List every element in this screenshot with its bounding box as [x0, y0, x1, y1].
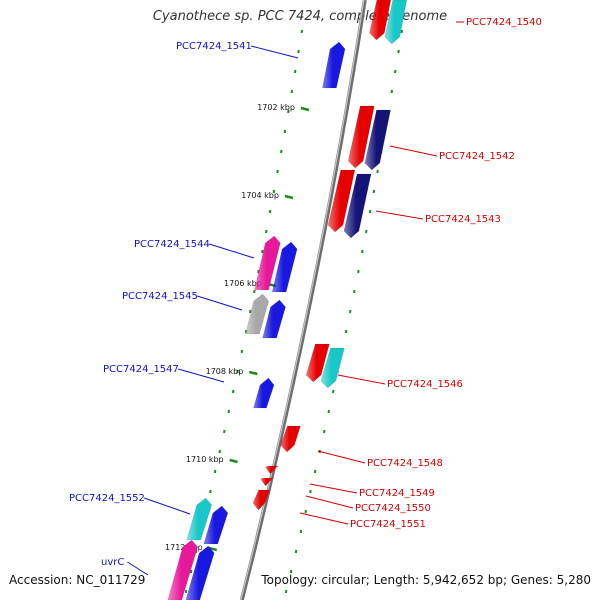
gene-pcc7424-1540: [369, 0, 392, 41]
gene-pcc7424-1541: [322, 41, 346, 89]
genome-backbone: [239, 0, 367, 600]
gene-pcc7424-1552-blue: [203, 505, 229, 545]
gene-pcc7424-1549: [265, 465, 279, 475]
gene-pcc7424-1542: [347, 105, 375, 169]
gene-pcc7424-1543: [327, 169, 356, 233]
gene-pcc7424-1548: [280, 425, 301, 453]
gene-pcc7424-1546-cyan: [320, 347, 345, 389]
gene-pcc7424-1545: [245, 293, 270, 335]
gene-label-pcc7424-1549: PCC7424_1549: [359, 488, 435, 499]
gene-uvrc-blue: [185, 545, 215, 600]
gene-leader-line: [389, 145, 438, 157]
gene-leader-line: [299, 512, 349, 525]
scale-tick: [284, 194, 294, 200]
gene-label-pcc7424-1551: PCC7424_1551: [350, 519, 426, 530]
scale-tick-label: 1710 kbp: [186, 455, 224, 464]
gene-label-pcc7424-1547: PCC7424_1547: [103, 364, 179, 375]
gene-pcc7424-1550: [260, 477, 274, 487]
gene-pcc7424-1552: [186, 497, 213, 541]
gene-leader-line: [317, 450, 366, 464]
gene-leader-line: [251, 45, 299, 59]
gene-leader-line: [375, 210, 424, 220]
gene-leader-line: [144, 497, 191, 515]
gene-label-pcc7424-1552: PCC7424_1552: [69, 493, 145, 504]
gene-pcc7424-1546: [305, 343, 330, 383]
gene-pcc7424-1542-navy: [364, 109, 391, 171]
topology-text: Topology: circular; Length: 5,942,652 bp…: [261, 573, 591, 587]
scale-tick: [249, 370, 258, 376]
gene-uvrc: [167, 539, 198, 600]
scale-tick-label: 1704 kbp: [241, 191, 279, 200]
gene-pcc7424-1540-cyan: [384, 0, 408, 45]
gene-label-pcc7424-1544: PCC7424_1544: [134, 239, 210, 250]
gene-pcc7424-1545-blue: [262, 299, 286, 339]
gene-pcc7424-1547: [253, 377, 275, 409]
gene-leader-line: [305, 495, 354, 509]
gene-leader-line: [209, 243, 255, 259]
gene-label-uvrc: uvrC: [101, 557, 124, 568]
accession-text: Accession: NC_011729: [9, 573, 146, 587]
gene-label-pcc7424-1540: PCC7424_1540: [466, 17, 542, 28]
gene-pcc7424-1544-blue: [271, 241, 298, 293]
gene-leader-line: [127, 561, 149, 576]
gene-label-pcc7424-1545: PCC7424_1545: [122, 291, 198, 302]
scale-tick: [229, 458, 238, 464]
gene-pcc7424-1544: [254, 235, 281, 291]
scale-tick-label: 1706 kbp: [224, 279, 262, 288]
scale-tick-label: 1702 kbp: [257, 103, 295, 112]
gene-label-pcc7424-1546: PCC7424_1546: [387, 379, 463, 390]
gene-label-pcc7424-1541: PCC7424_1541: [176, 41, 252, 52]
gene-leader-line: [197, 295, 243, 311]
gene-label-pcc7424-1542: PCC7424_1542: [439, 151, 515, 162]
gene-pcc7424-1551: [252, 489, 271, 511]
scale-tick-label: 1708 kbp: [206, 367, 244, 376]
gene-label-pcc7424-1548: PCC7424_1548: [367, 458, 443, 469]
gene-pcc7424-1543-navy: [343, 173, 372, 239]
gene-label-pcc7424-1550: PCC7424_1550: [355, 503, 431, 514]
gene-leader-line: [309, 483, 358, 494]
gene-leader-line: [337, 374, 386, 385]
gene-leader-line: [178, 368, 225, 383]
gene-label-pcc7424-1543: PCC7424_1543: [425, 214, 501, 225]
scale-tick: [300, 106, 310, 112]
